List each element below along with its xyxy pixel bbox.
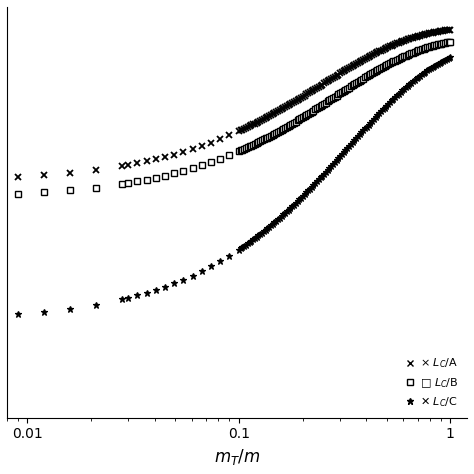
Legend: × $L_C/$A, □ $L_C/$B, ✕ $L_C/$C: × $L_C/$A, □ $L_C/$B, ✕ $L_C/$C — [401, 353, 462, 412]
X-axis label: $m_T/m$: $m_T/m$ — [214, 447, 260, 467]
